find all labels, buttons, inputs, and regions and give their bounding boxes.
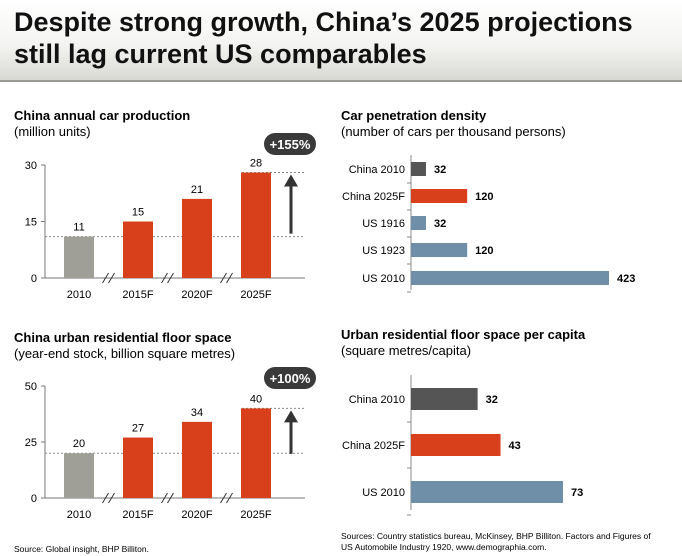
x-tick-label-2010: 2010 bbox=[67, 289, 91, 301]
floor-per-capita-chart: China 2010 32 China 2025F 43 US 2010 73 bbox=[342, 375, 583, 516]
bar-2010 bbox=[64, 453, 94, 498]
x-tick-label-2015f: 2015F bbox=[122, 289, 153, 301]
axis-break bbox=[167, 272, 174, 284]
bar-china-2025f bbox=[411, 189, 468, 203]
car-production-subtitle: (million units) bbox=[14, 124, 91, 139]
y-tick-label-50: 50 bbox=[25, 381, 37, 393]
category-label-us-2010: US 2010 bbox=[362, 273, 405, 285]
car-density-chart: China 2010 32 China 2025F 120 US 1916 32 US 19… bbox=[342, 155, 635, 293]
bar-2015f bbox=[123, 437, 153, 498]
floor-space-title: China urban residential floor space bbox=[14, 330, 232, 345]
category-label-china-2025f: China 2025F bbox=[342, 191, 405, 203]
axis-break bbox=[102, 492, 109, 504]
x-tick-label-2025f: 2025F bbox=[240, 289, 271, 301]
car-density-title: Car penetration density bbox=[341, 108, 487, 123]
data-label-china-2010: 32 bbox=[486, 394, 498, 406]
bar-2015f bbox=[123, 221, 153, 278]
data-label-2010: 20 bbox=[73, 438, 85, 450]
source-right-line-1: Sources: Country statistics bureau, McKi… bbox=[341, 531, 651, 541]
source-right-line-2: US Automobile Industry 1920, www.demogra… bbox=[341, 542, 547, 552]
axis-break bbox=[102, 272, 109, 284]
growth-arrow-head bbox=[284, 410, 298, 423]
axis-break bbox=[220, 492, 227, 504]
category-label-us-2010: US 2010 bbox=[362, 487, 405, 499]
data-label-us-2010: 423 bbox=[617, 273, 635, 285]
data-label-2015f: 27 bbox=[132, 423, 144, 435]
floor-space-chart: 0 25 50 20 2010 27 2015F 34 2020F 40 2025F +100% bbox=[25, 367, 316, 521]
data-label-2015f: 15 bbox=[132, 207, 144, 219]
growth-badge-label: +100% bbox=[270, 371, 311, 386]
x-tick-label-2020f: 2020F bbox=[181, 509, 212, 521]
car-production-title: China annual car production bbox=[14, 108, 191, 123]
data-label-china-2025f: 43 bbox=[509, 440, 521, 452]
title-line-1: Despite strong growth, China’s 2025 proj… bbox=[14, 7, 633, 37]
category-label-us-1916: US 1916 bbox=[362, 218, 405, 230]
x-tick-label-2025f: 2025F bbox=[240, 509, 271, 521]
bar-china-2025f bbox=[411, 434, 501, 456]
data-label-us-2010: 73 bbox=[571, 487, 583, 499]
bar-2025f bbox=[241, 408, 271, 498]
x-tick-label-2015f: 2015F bbox=[122, 509, 153, 521]
data-label-2020f: 21 bbox=[191, 184, 203, 196]
axis-break bbox=[108, 272, 115, 284]
data-label-us-1916: 32 bbox=[434, 218, 446, 230]
growth-badge bbox=[264, 367, 316, 389]
x-tick-label-2010: 2010 bbox=[67, 509, 91, 521]
data-label-2020f: 34 bbox=[191, 407, 203, 419]
bar-2020f bbox=[182, 421, 212, 498]
y-tick-label-0: 0 bbox=[31, 493, 37, 505]
category-label-china-2025f: China 2025F bbox=[342, 440, 405, 452]
bar-us-2010 bbox=[411, 271, 609, 285]
axis-break bbox=[161, 272, 168, 284]
axis-break bbox=[226, 272, 233, 284]
title-line-2: still lag current US comparables bbox=[14, 39, 427, 69]
car-production-chart: 0 15 30 11 2010 15 2015F 21 2020F 28 2025F +155% bbox=[25, 133, 316, 301]
axis-break bbox=[220, 272, 227, 284]
data-label-2025f: 40 bbox=[250, 393, 262, 405]
x-tick-label-2020f: 2020F bbox=[181, 289, 212, 301]
y-tick-label-30: 30 bbox=[25, 160, 37, 172]
data-label-2010: 11 bbox=[73, 222, 84, 234]
floor-per-capita-subtitle: (square metres/capita) bbox=[341, 343, 472, 358]
axis-break bbox=[108, 492, 115, 504]
bar-2020f bbox=[182, 198, 212, 278]
category-label-china-2010: China 2010 bbox=[349, 164, 405, 176]
floor-per-capita-title: Urban residential floor space per capita bbox=[341, 327, 586, 342]
data-label-china-2010: 32 bbox=[434, 164, 446, 176]
growth-badge-label: +155% bbox=[270, 137, 311, 152]
car-density-subtitle: (number of cars per thousand persons) bbox=[341, 124, 566, 139]
header-divider bbox=[0, 80, 682, 82]
category-label-us-1923: US 1923 bbox=[362, 245, 405, 257]
slide-title: Despite strong growth, China’s 2025 proj… bbox=[14, 6, 674, 70]
data-label-2025f: 28 bbox=[250, 158, 262, 170]
growth-arrow-head bbox=[284, 174, 298, 187]
bar-2010 bbox=[64, 236, 94, 278]
growth-badge bbox=[264, 133, 316, 155]
y-tick-label-0: 0 bbox=[31, 273, 37, 285]
data-label-china-2025f: 120 bbox=[475, 191, 493, 203]
slide-header bbox=[0, 0, 682, 80]
axis-break bbox=[167, 492, 174, 504]
bar-us-2010 bbox=[411, 481, 563, 503]
category-label-china-2010: China 2010 bbox=[349, 394, 405, 406]
data-label-us-1923: 120 bbox=[475, 245, 493, 257]
floor-space-subtitle: (year-end stock, billion square metres) bbox=[14, 346, 236, 361]
bar-us-1916 bbox=[411, 216, 426, 230]
y-tick-label-15: 15 bbox=[25, 217, 37, 229]
axis-break bbox=[161, 492, 168, 504]
y-tick-label-25: 25 bbox=[25, 437, 37, 449]
bar-2025f bbox=[241, 172, 271, 278]
source-left: Source: Global insight, BHP Billiton. bbox=[14, 544, 149, 554]
bar-china-2010 bbox=[411, 388, 478, 410]
axis-break bbox=[226, 492, 233, 504]
bar-us-1923 bbox=[411, 243, 468, 257]
bar-china-2010 bbox=[411, 162, 426, 176]
